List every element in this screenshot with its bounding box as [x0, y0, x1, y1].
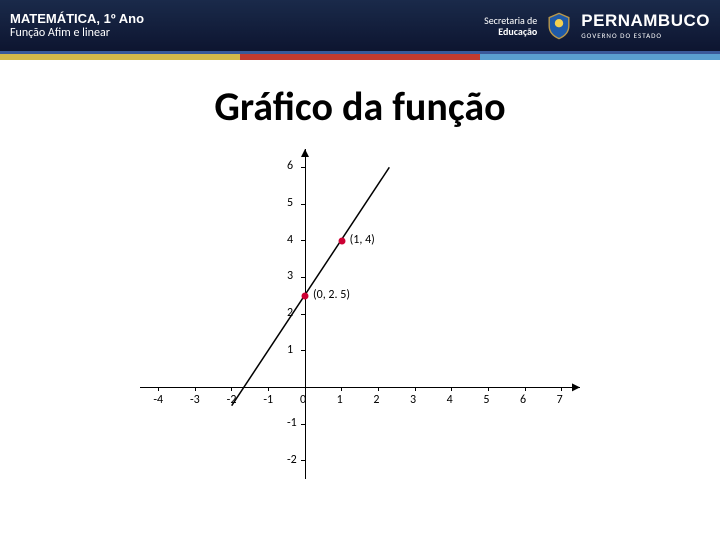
- brand-block: PERNAMBUCO GOVERNO DO ESTADO: [581, 11, 710, 40]
- data-point: [338, 237, 345, 244]
- stripe-seg: [240, 54, 480, 60]
- header-right: Secretaria de Educação PERNAMBUCO GOVERN…: [484, 11, 710, 40]
- topic-line: Função Afim e linear: [10, 26, 144, 40]
- sec-label-2: Educação: [484, 26, 537, 37]
- data-point: [302, 292, 309, 299]
- data-point-label: (1, 4): [350, 233, 375, 247]
- shield-icon: [545, 12, 573, 40]
- accent-stripe: [0, 54, 720, 60]
- secretaria-label: Secretaria de Educação: [484, 15, 537, 37]
- function-chart: -4-3-2-101234567-2-1123456(1, 4)(0, 2. 5…: [140, 149, 580, 479]
- data-point-label: (0, 2. 5): [313, 288, 350, 302]
- page-title: Gráfico da função: [0, 82, 720, 131]
- sec-label-1: Secretaria de: [484, 15, 537, 26]
- stripe-seg: [0, 54, 240, 60]
- course-line: MATEMÁTICA, 1º Ano: [10, 11, 144, 26]
- brand-sub: GOVERNO DO ESTADO: [581, 31, 710, 40]
- header-bar: MATEMÁTICA, 1º Ano Função Afim e linear …: [0, 0, 720, 54]
- header-left: MATEMÁTICA, 1º Ano Função Afim e linear: [10, 11, 144, 40]
- graph-line: [140, 149, 580, 479]
- brand-name: PERNAMBUCO: [581, 11, 710, 30]
- stripe-seg: [480, 54, 720, 60]
